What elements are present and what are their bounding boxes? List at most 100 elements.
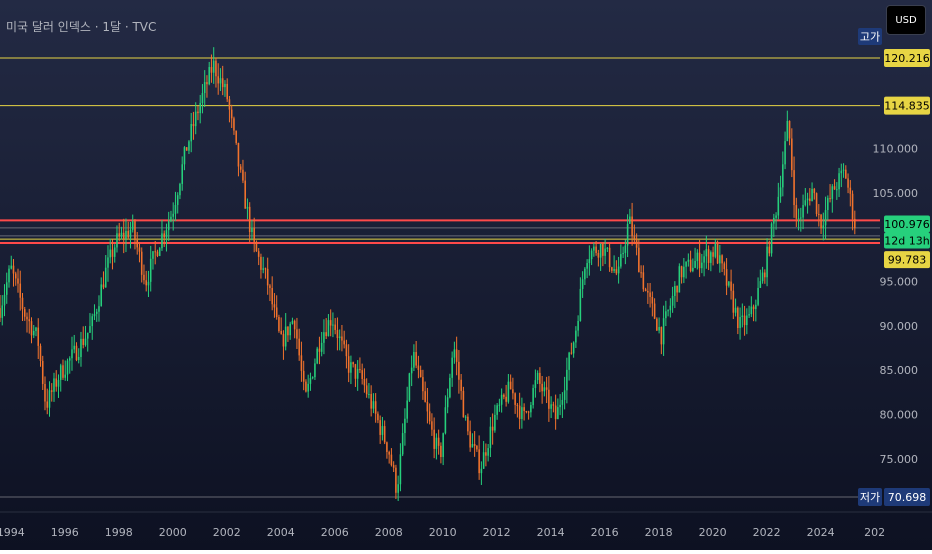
candle-body — [775, 215, 777, 218]
candle-body — [273, 304, 276, 308]
candle-body — [219, 78, 222, 84]
candle-body — [575, 330, 577, 343]
candle-body — [766, 246, 768, 278]
x-tick-label: 202 — [864, 526, 885, 539]
x-tick-label: 2022 — [753, 526, 781, 539]
candle-body — [417, 365, 420, 370]
candle-body — [179, 183, 181, 196]
candle-body — [806, 198, 809, 201]
y-tick-label: 80.000 — [880, 408, 919, 421]
candle-body — [28, 319, 31, 322]
candle-body — [611, 267, 613, 271]
candle-body — [471, 443, 474, 448]
candle-body — [572, 342, 575, 354]
candle-body — [786, 120, 789, 142]
candle-body — [1, 305, 4, 318]
candle-body — [129, 229, 132, 238]
candle-body — [676, 285, 678, 293]
candle-body — [401, 433, 404, 455]
x-tick-label: 1994 — [0, 526, 25, 539]
candle-body — [293, 320, 296, 330]
candle-body — [356, 368, 359, 379]
candle-body — [379, 420, 381, 435]
candle-body — [217, 76, 219, 84]
candle-body — [39, 345, 42, 362]
candle-body — [170, 216, 172, 222]
symbol-title: 미국 달러 인덱스 · 1달 · TVC — [6, 20, 157, 34]
candle-body — [176, 195, 179, 205]
candle-body — [739, 316, 741, 329]
candle-body — [539, 372, 541, 384]
candle-body — [59, 365, 62, 380]
candle-body — [161, 233, 163, 249]
candle-body — [669, 305, 672, 311]
candle-body — [131, 221, 134, 230]
candle-body — [732, 290, 735, 313]
candle-body — [568, 352, 570, 370]
candle-body — [248, 206, 251, 233]
candle-body — [289, 323, 291, 336]
candle-body — [602, 243, 604, 256]
candle-body — [118, 233, 121, 237]
candle-body — [23, 309, 26, 317]
candle-body — [291, 320, 294, 324]
candle-body — [210, 67, 213, 73]
candle-body — [149, 258, 152, 282]
candle-body — [64, 374, 67, 378]
candle-body — [746, 315, 748, 326]
candle-body — [480, 468, 483, 474]
candle-body — [147, 281, 150, 286]
candle-body — [192, 124, 195, 127]
candle-body — [842, 169, 845, 171]
candle-body — [266, 268, 269, 286]
candle-body — [134, 221, 136, 241]
candle-body — [588, 259, 591, 264]
candle-body — [212, 60, 215, 73]
candle-body — [656, 318, 658, 331]
candle-body — [84, 338, 87, 345]
candle-body — [833, 186, 836, 190]
candle-body — [793, 170, 795, 206]
candle-body — [514, 393, 516, 405]
candle-body — [100, 284, 103, 307]
price-axis[interactable]: 75.000 80.000 85.000 90.000 95.000 105.000 110… — [873, 143, 919, 466]
candle-body — [287, 326, 289, 336]
currency-button[interactable]: USD — [886, 5, 926, 35]
candle-body — [721, 255, 723, 264]
candle-body — [809, 198, 811, 202]
candle-body — [748, 314, 750, 316]
time-axis[interactable]: 1994 1996 1998 2000 2002 2004 2006 2008 2010 2012… — [0, 526, 885, 539]
candle-body — [370, 393, 372, 409]
candle-body — [190, 124, 192, 142]
candle-body — [433, 429, 435, 449]
candle-body — [770, 223, 773, 254]
candle-body — [768, 246, 771, 254]
candle-body — [383, 426, 386, 443]
candle-body — [251, 227, 253, 233]
candle-body — [581, 279, 584, 289]
candle-body — [597, 252, 600, 258]
candle-body — [462, 390, 465, 418]
candle-body — [620, 254, 622, 267]
candle-body — [662, 318, 665, 345]
candle-body — [665, 311, 667, 319]
high-price-label-text: 120.216 — [884, 52, 930, 65]
candle-body — [599, 243, 602, 258]
candle-body — [107, 257, 109, 268]
candle-body — [523, 407, 525, 411]
candle-body — [644, 289, 647, 292]
candle-body — [197, 111, 199, 114]
candle-body — [435, 437, 438, 449]
candle-body — [804, 200, 807, 206]
candle-body — [446, 397, 449, 408]
x-tick-label: 2002 — [213, 526, 241, 539]
candle-body — [579, 288, 582, 321]
candle-body — [512, 389, 514, 394]
candle-body — [0, 308, 1, 318]
candle-body — [98, 306, 100, 312]
candle-body — [631, 216, 633, 237]
candle-body — [849, 187, 852, 194]
candle-body — [473, 443, 476, 446]
high-price-label: 120.216 — [884, 48, 930, 67]
candle-body — [458, 361, 460, 380]
